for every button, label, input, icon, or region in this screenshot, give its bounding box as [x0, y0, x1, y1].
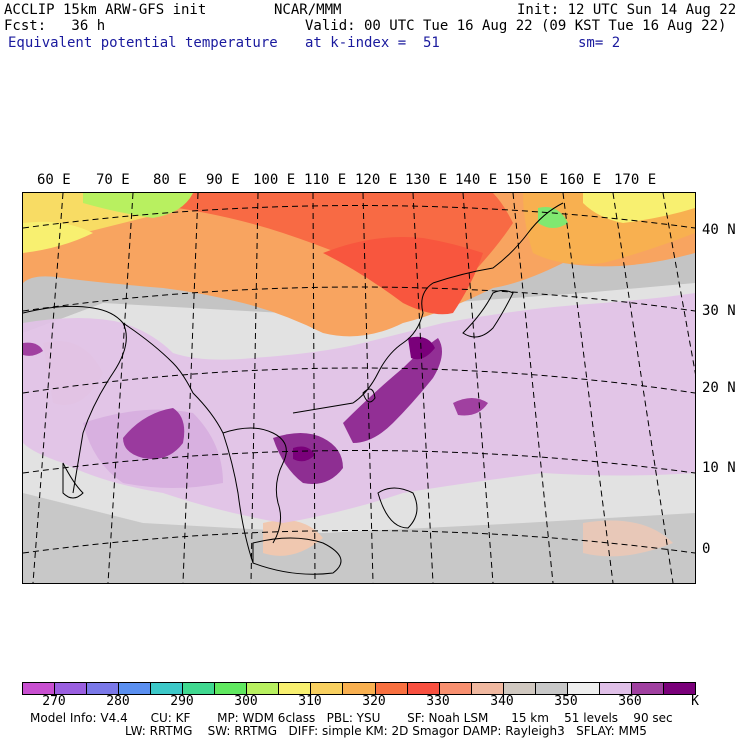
lat-label: 40 N — [702, 222, 736, 238]
smoothing: sm= 2 — [578, 35, 621, 51]
colorbar-tick: 310 — [298, 694, 322, 709]
lon-label: 170 E — [614, 172, 657, 188]
colorbar-swatch — [599, 683, 632, 694]
colorbar-swatch — [279, 683, 312, 694]
lon-label: 70 E — [96, 172, 130, 188]
lon-label: 150 E — [506, 172, 549, 188]
colorbar-swatch — [119, 683, 152, 694]
colorbar-tick: 360 — [618, 694, 642, 709]
colorbar-swatch — [631, 683, 664, 694]
valid-time: Valid: 00 UTC Tue 16 Aug 22 (09 KST Tue … — [305, 18, 727, 34]
model-info-line2: LW: RRTMG SW: RRTMG DIFF: simple KM: 2D … — [125, 724, 647, 738]
colorbar-swatch — [375, 683, 408, 694]
colorbar-swatch — [215, 683, 248, 694]
lon-label: 80 E — [153, 172, 187, 188]
colorbar-swatch — [343, 683, 376, 694]
lon-label: 60 E — [37, 172, 71, 188]
model-info-line1: Model Info: V4.4 CU: KF MP: WDM 6class P… — [30, 711, 673, 725]
colorbar-swatch — [503, 683, 536, 694]
lat-label: 10 N — [702, 460, 736, 476]
colorbar-swatch — [567, 683, 600, 694]
lon-label: 130 E — [405, 172, 448, 188]
graticule — [23, 193, 695, 583]
colorbar-swatch — [535, 683, 568, 694]
coastlines — [23, 202, 564, 575]
colorbar-swatch — [471, 683, 504, 694]
lon-label: 90 E — [206, 172, 240, 188]
map-panel — [22, 192, 696, 584]
lon-label: 110 E — [304, 172, 347, 188]
lon-label: 120 E — [355, 172, 398, 188]
colorbar-swatch — [663, 683, 695, 694]
colorbar-swatch — [151, 683, 184, 694]
lon-label: 160 E — [559, 172, 602, 188]
lat-label: 0 — [702, 541, 711, 557]
colorbar-swatch — [23, 683, 56, 694]
colorbar-tick: 280 — [106, 694, 130, 709]
forecast-hour: Fcst: 36 h — [4, 18, 106, 34]
lon-label: 140 E — [455, 172, 498, 188]
colorbar-swatch — [247, 683, 280, 694]
colorbar-unit: K — [691, 694, 699, 709]
colorbar-tick: 270 — [42, 694, 66, 709]
model-title: ACCLIP 15km ARW-GFS init — [4, 2, 207, 18]
colorbar-swatch — [439, 683, 472, 694]
colorbar-swatch — [311, 683, 344, 694]
lon-label: 100 E — [253, 172, 296, 188]
colorbar-tick: 330 — [426, 694, 450, 709]
colorbar-swatch — [55, 683, 88, 694]
colorbar-swatch — [407, 683, 440, 694]
lat-label: 20 N — [702, 380, 736, 396]
colorbar-swatch — [87, 683, 120, 694]
init-time: Init: 12 UTC Sun 14 Aug 22 — [517, 2, 737, 18]
colorbar-tick: 350 — [554, 694, 578, 709]
lat-label: 30 N — [702, 303, 736, 319]
colorbar-tick: 290 — [170, 694, 194, 709]
level-index: at k-index = 51 — [305, 35, 440, 51]
field-name: Equivalent potential temperature — [8, 35, 278, 51]
colorbar-tick: 300 — [234, 694, 258, 709]
theta-e-field — [23, 193, 695, 583]
org-label: NCAR/MMM — [274, 2, 342, 18]
colorbar-tick: 320 — [362, 694, 386, 709]
colorbar-swatch — [183, 683, 216, 694]
colorbar-tick: 340 — [490, 694, 514, 709]
colorbar — [22, 682, 696, 695]
